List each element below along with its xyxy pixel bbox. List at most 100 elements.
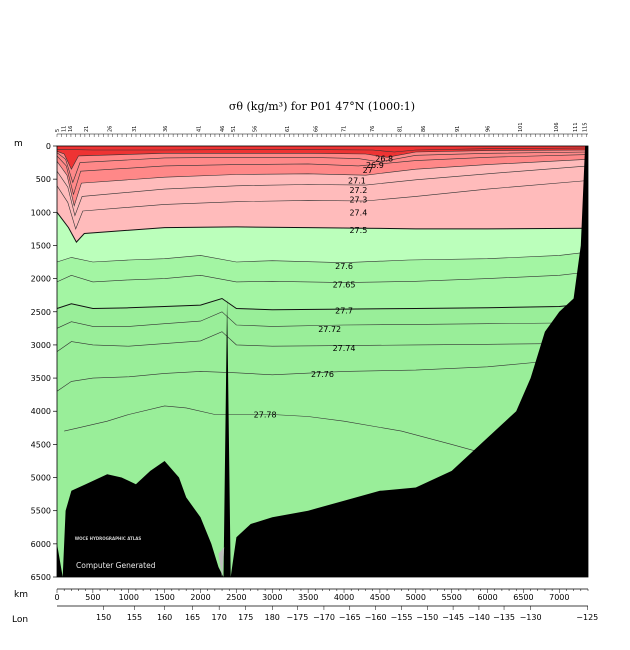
station-label: 31 <box>132 126 138 132</box>
lon-tick-label: 175 <box>238 613 253 622</box>
x-tick-label: 5000 <box>406 593 426 602</box>
station-label: 101 <box>518 122 524 132</box>
lon-tick-label: −130 <box>520 613 542 622</box>
contour-label-27-6: 27.6 <box>335 262 353 271</box>
lon-tick-label: 165 <box>185 613 200 622</box>
contour-label-27-3: 27.3 <box>349 196 367 205</box>
contour-label-27-78: 27.78 <box>254 411 277 420</box>
station-label: 86 <box>421 126 427 132</box>
y-tick-label: 500 <box>36 175 51 184</box>
contour-label-27-4: 27.4 <box>349 208 367 217</box>
contour-27-7 <box>56 297 589 311</box>
x-tick-label: 2500 <box>226 593 246 602</box>
y-tick-label: 4000 <box>31 407 51 416</box>
station-label: 5 <box>55 129 61 132</box>
x-tick-label: 2000 <box>190 593 210 602</box>
x-tick-label: 7000 <box>549 593 569 602</box>
lon-tick-label: −140 <box>468 613 490 622</box>
station-ticks: 5 11 16 21 26 31 36 41 46 51 56 61 66 71 76 81 86 91 96 101… <box>55 122 589 137</box>
lon-tick-label: −125 <box>576 613 598 622</box>
contour-27-72 <box>56 311 589 329</box>
contour-label-26-9: 26.9 <box>366 161 384 170</box>
contour-27-2 <box>56 159 589 207</box>
lon-tick-label: −155 <box>390 613 412 622</box>
lon-tick-label: −135 <box>493 613 515 622</box>
lon-tick-label: −160 <box>365 613 387 622</box>
station-label: 66 <box>313 126 319 132</box>
station-label: 21 <box>84 126 90 132</box>
y-tick-label: 1000 <box>31 208 51 217</box>
axes-frame <box>56 145 589 578</box>
y-tick-label: 5500 <box>31 507 51 516</box>
lon-tick-label: −145 <box>442 613 464 622</box>
contour-26-9 <box>56 149 589 170</box>
x-axis-label: km <box>14 590 28 600</box>
y-axis-ticks: 0 500 1000 1500 2000 2500 3000 3500 4000 4500 5000… <box>31 142 57 582</box>
contour-27-74 <box>56 331 560 352</box>
y-tick-label: 5000 <box>31 474 51 483</box>
station-label: 36 <box>163 126 169 132</box>
station-label: 16 <box>68 126 74 132</box>
lon-tick-label: 160 <box>157 613 172 622</box>
contour-label-27-65: 27.65 <box>333 281 356 290</box>
contour-27-0 <box>56 151 589 184</box>
y-tick-label: 1500 <box>31 241 51 250</box>
contour-26-8 <box>56 147 589 153</box>
contour-label-27-76: 27.76 <box>311 370 334 379</box>
lon-tick-label: 150 <box>96 613 111 622</box>
station-label: 91 <box>455 126 461 132</box>
x-tick-label: 4000 <box>334 593 354 602</box>
trench-patch <box>218 547 225 577</box>
fill-surface <box>57 146 588 170</box>
station-label: 71 <box>341 126 347 132</box>
contour-label-27-72: 27.72 <box>318 325 341 334</box>
lon-tick-label: 155 <box>127 613 142 622</box>
y-tick-label: 6000 <box>31 540 51 549</box>
y-tick-label: 4500 <box>31 440 51 449</box>
lon-tick-label: 180 <box>265 613 280 622</box>
x-axis-ticks: 0 500 1000 1500 2000 2500 3000 3500 4000 4500 5000… <box>54 588 589 602</box>
lon-tick-label: −165 <box>339 613 361 622</box>
station-label: 76 <box>370 126 376 132</box>
x-tick-label: 6000 <box>477 593 497 602</box>
x-tick-label: 4500 <box>370 593 390 602</box>
fill-27-0-27-2 <box>57 146 588 206</box>
y-tick-label: 6500 <box>31 573 51 582</box>
y-tick-label: 0 <box>46 142 51 151</box>
seafloor <box>57 146 588 577</box>
station-label: 61 <box>285 126 291 132</box>
contour-label-27-5: 27.5 <box>349 226 367 235</box>
station-label: 115 <box>583 122 589 132</box>
lon-tick-label: −175 <box>286 613 308 622</box>
contour-label-27-7: 27.7 <box>335 306 353 315</box>
x-tick-label: 6500 <box>513 593 533 602</box>
y-axis-label: m <box>14 139 23 149</box>
station-label: 56 <box>252 126 258 132</box>
station-label: 111 <box>573 122 579 132</box>
contour-label-26-8: 26.8 <box>375 155 393 164</box>
station-label: 11 <box>62 126 68 132</box>
plot-frame <box>56 145 589 578</box>
x-tick-label: 3000 <box>262 593 282 602</box>
y-tick-label: 2000 <box>31 275 51 284</box>
contour-27-76 <box>56 361 545 392</box>
contour-label-27-0: 27 <box>363 166 373 175</box>
station-label: 41 <box>197 126 203 132</box>
y-tick-label: 2500 <box>31 308 51 317</box>
contour-27-1 <box>56 154 589 196</box>
contour-27-78 <box>64 405 488 455</box>
x-tick-label: 1000 <box>119 593 139 602</box>
lon-tick-label: −170 <box>313 613 335 622</box>
x-tick-label: 500 <box>85 593 100 602</box>
station-label: 106 <box>554 122 560 132</box>
contour-27-4 <box>56 180 589 230</box>
contour-label-27-74: 27.74 <box>333 344 356 353</box>
station-label: 96 <box>486 126 492 132</box>
x-tick-label: 0 <box>54 593 59 602</box>
station-label: 81 <box>397 126 403 132</box>
contour-27-5 <box>56 211 589 243</box>
watermark-text: WOCE HYDROGRAPHIC ATLAS <box>75 536 142 541</box>
station-label: 51 <box>231 126 237 132</box>
x-tick-label: 5500 <box>441 593 461 602</box>
